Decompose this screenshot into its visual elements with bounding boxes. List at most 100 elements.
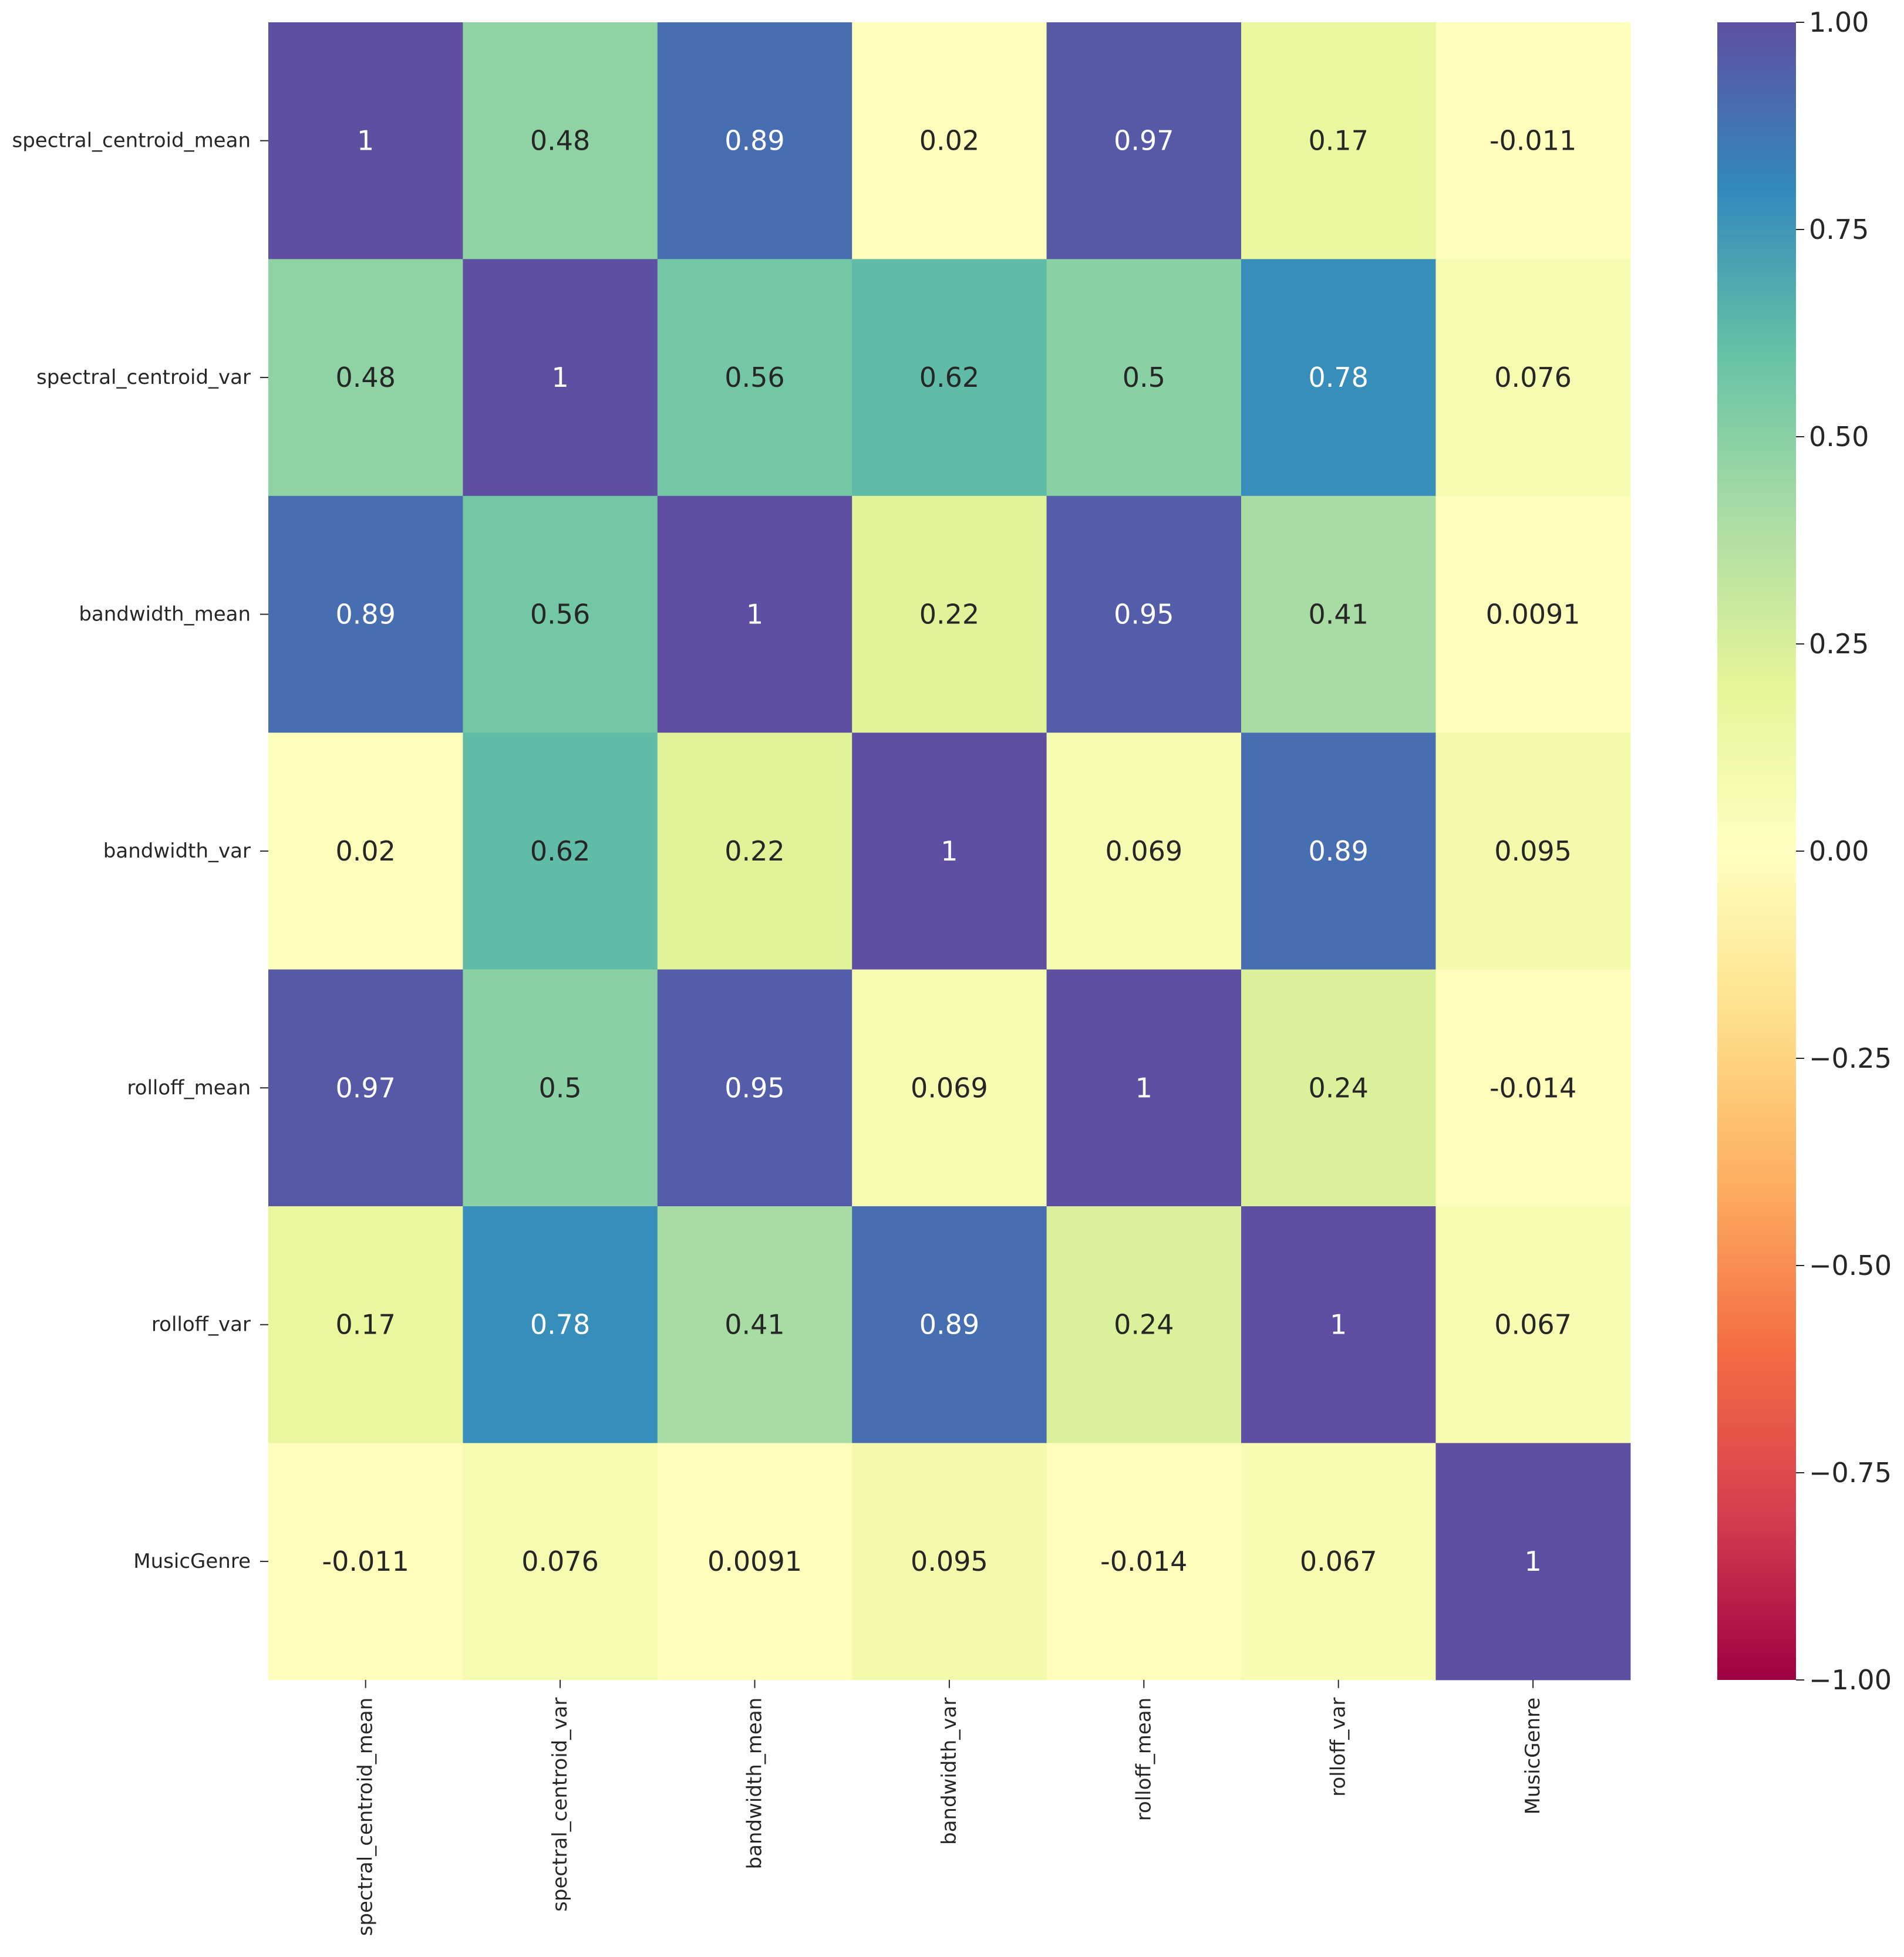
heatmap-cell	[1241, 1206, 1436, 1443]
heatmap-cell	[268, 1443, 463, 1681]
heatmap-cell	[268, 259, 463, 497]
cell-value-label: 0.02	[919, 125, 979, 157]
y-tick-label: bandwidth_mean	[79, 603, 251, 626]
heatmap-cell	[657, 22, 852, 259]
cell-value-label: 0.48	[530, 125, 590, 157]
colorbar-tick-label: −0.75	[1809, 1457, 1892, 1489]
y-tick-label: MusicGenre	[133, 1550, 251, 1573]
cell-value-label: 0.076	[1494, 362, 1572, 393]
heatmap-cell	[657, 495, 852, 733]
colorbar-tick-label: 0.50	[1809, 421, 1869, 453]
heatmap-cell	[852, 1206, 1047, 1443]
cell-value-label: 0.56	[530, 599, 590, 630]
cell-value-label: 0.5	[539, 1072, 582, 1104]
cell-value-label: -0.011	[322, 1546, 409, 1577]
heatmap-cell	[1241, 733, 1436, 970]
cell-value-label: 0.62	[530, 835, 590, 867]
cell-value-label: 1	[746, 599, 763, 630]
y-tick-label: spectral_centroid_mean	[12, 129, 251, 153]
colorbar-tick-label: 0.75	[1809, 214, 1869, 245]
heatmap-cell	[1241, 969, 1436, 1207]
heatmap-cell	[1046, 969, 1242, 1207]
cell-value-label: 0.069	[911, 1072, 988, 1104]
cell-value-label: 0.89	[335, 599, 395, 630]
y-tick-label: rolloff_var	[151, 1313, 251, 1337]
cell-value-label: 0.41	[724, 1309, 784, 1341]
heatmap-cell	[268, 22, 463, 259]
cell-value-label: 0.17	[1308, 125, 1368, 157]
heatmap-annotations: 1 0.48 0.89 0.02 0.97 0.17 -0.011 0.48 1 0.56 0.62…	[322, 125, 1581, 1577]
colorbar-tick-label: 0.25	[1809, 628, 1869, 660]
cell-value-label: 0.069	[1105, 835, 1182, 867]
cell-value-label: 1	[551, 362, 568, 393]
colorbar-tick-label: −1.00	[1809, 1664, 1892, 1696]
heatmap-cell	[463, 1443, 658, 1681]
heatmap-cell	[852, 969, 1047, 1207]
cell-value-label: 1	[1330, 1309, 1347, 1341]
colorbar-tick-label: −0.50	[1809, 1250, 1892, 1281]
cell-value-label: 1	[1135, 1072, 1152, 1104]
y-axis-labels: spectral_centroid_mean spectral_centroid_…	[12, 129, 268, 1573]
heatmap-cell	[852, 259, 1047, 497]
cell-value-label: 0.78	[1308, 362, 1368, 393]
cell-value-label: 0.89	[919, 1309, 979, 1341]
cell-value-label: 0.89	[724, 125, 784, 157]
x-tick-label: MusicGenre	[1521, 1698, 1545, 1815]
heatmap-cell	[1241, 495, 1436, 733]
cell-value-label: 0.24	[1308, 1072, 1368, 1104]
cell-value-label: 0.95	[724, 1072, 784, 1104]
cell-value-label: 0.41	[1308, 599, 1368, 630]
heatmap-cell	[268, 495, 463, 733]
heatmap-cell	[463, 495, 658, 733]
heatmap-cell	[1435, 1443, 1631, 1681]
colorbar: 1.00 0.75 0.50 0.25 0.00 −0.25 −0.50 −0.75 −1.00	[1717, 6, 1892, 1696]
heatmap-cell	[1046, 733, 1242, 970]
heatmap-cell	[852, 22, 1047, 259]
heatmap-cell	[1435, 1206, 1631, 1443]
cell-value-label: 0.56	[724, 362, 784, 393]
cell-value-label: 0.076	[521, 1546, 599, 1577]
cell-value-label: 0.0091	[707, 1546, 802, 1577]
heatmap-cell	[657, 259, 852, 497]
heatmap-cell	[1241, 22, 1436, 259]
cell-value-label: 1	[941, 835, 958, 867]
x-axis-labels: spectral_centroid_mean spectral_centroid_…	[354, 1679, 1545, 1936]
heatmap-cell	[1435, 969, 1631, 1207]
cell-value-label: -0.011	[1489, 125, 1576, 157]
heatmap-cell	[657, 1206, 852, 1443]
cell-value-label: -0.014	[1100, 1546, 1187, 1577]
cell-value-label: 1	[1524, 1546, 1541, 1577]
heatmap-cell	[268, 733, 463, 970]
cell-value-label: 0.97	[1114, 125, 1174, 157]
heatmap-cell	[1435, 259, 1631, 497]
cell-value-label: 0.17	[335, 1309, 395, 1341]
heatmap-cell	[1046, 22, 1242, 259]
heatmap-cell	[463, 22, 658, 259]
cell-value-label: 1	[357, 125, 374, 157]
cell-value-label: -0.014	[1489, 1072, 1576, 1104]
cell-value-label: 0.95	[1114, 599, 1174, 630]
cell-value-label: 0.89	[1308, 835, 1368, 867]
y-tick-label: rolloff_mean	[127, 1076, 251, 1099]
cell-value-label: 0.067	[1494, 1309, 1572, 1341]
heatmap-cell	[1046, 495, 1242, 733]
heatmap-cell	[852, 733, 1047, 970]
heatmap-cell	[1435, 495, 1631, 733]
cell-value-label: 0.97	[335, 1072, 395, 1104]
cell-value-label: 0.62	[919, 362, 979, 393]
x-tick-label: spectral_centroid_mean	[354, 1698, 378, 1936]
cell-value-label: 0.22	[724, 835, 784, 867]
heatmap-cell	[657, 733, 852, 970]
heatmap-cell	[657, 969, 852, 1207]
cell-value-label: 0.5	[1123, 362, 1165, 393]
x-tick-label: bandwidth_var	[938, 1698, 961, 1845]
heatmap-cell	[1046, 1206, 1242, 1443]
heatmap-cell	[463, 1206, 658, 1443]
cell-value-label: 0.095	[911, 1546, 988, 1577]
colorbar-tick-label: 0.00	[1809, 835, 1869, 867]
heatmap-cell	[852, 495, 1047, 733]
heatmap-cell	[463, 969, 658, 1207]
cell-value-label: 0.067	[1300, 1546, 1377, 1577]
y-tick-label: spectral_centroid_var	[36, 366, 251, 389]
